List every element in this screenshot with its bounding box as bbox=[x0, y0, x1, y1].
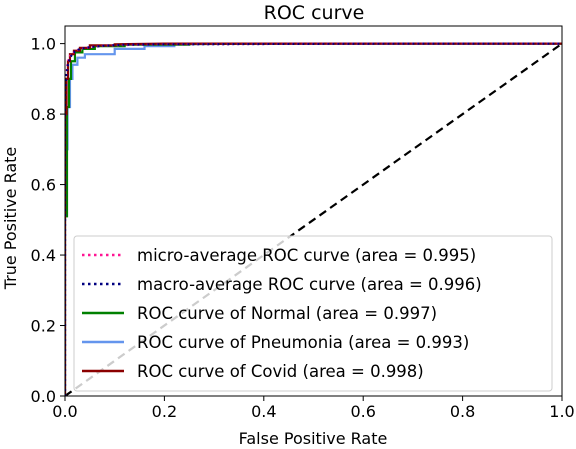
x-tick-label: 0.0 bbox=[52, 402, 77, 421]
legend-label: micro-average ROC curve (area = 0.995) bbox=[137, 246, 476, 265]
legend: micro-average ROC curve (area = 0.995) ma… bbox=[73, 235, 553, 392]
y-tick-label: 0.2 bbox=[31, 317, 56, 336]
x-tick-label: 1.0 bbox=[549, 402, 574, 421]
x-axis-label: False Positive Rate bbox=[239, 429, 388, 448]
y-axis-label: True Positive Rate bbox=[1, 147, 20, 291]
legend-box bbox=[73, 235, 553, 392]
legend-label: ROC curve of Pneumonia (area = 0.993) bbox=[137, 333, 469, 352]
axes: 0.0 0.2 0.4 0.6 0.8 1.0 0.0 0.2 0.4 0.6 0.8 1.0 bbox=[31, 25, 575, 421]
plot-lines bbox=[65, 42, 562, 396]
y-tick-label: 1.0 bbox=[31, 35, 56, 54]
y-tick-label: 0.8 bbox=[31, 105, 56, 124]
y-tick-label: 0.4 bbox=[31, 246, 56, 265]
legend-label: ROC curve of Covid (area = 0.998) bbox=[137, 362, 424, 381]
plot-frame bbox=[64, 25, 563, 397]
y-tick-label: 0.0 bbox=[31, 387, 56, 406]
series-line-5 bbox=[65, 42, 562, 396]
x-tick-label: 0.2 bbox=[152, 402, 177, 421]
x-tick-label: 0.4 bbox=[251, 402, 276, 421]
y-tick-label: 0.6 bbox=[31, 176, 56, 195]
legend-label: ROC curve of Normal (area = 0.997) bbox=[137, 304, 437, 323]
x-tick-label: 0.8 bbox=[450, 402, 475, 421]
legend-label: macro-average ROC curve (area = 0.996) bbox=[137, 275, 482, 294]
chart-title: ROC curve bbox=[264, 2, 365, 24]
x-tick-label: 0.6 bbox=[350, 402, 375, 421]
series-line-0 bbox=[65, 42, 562, 396]
